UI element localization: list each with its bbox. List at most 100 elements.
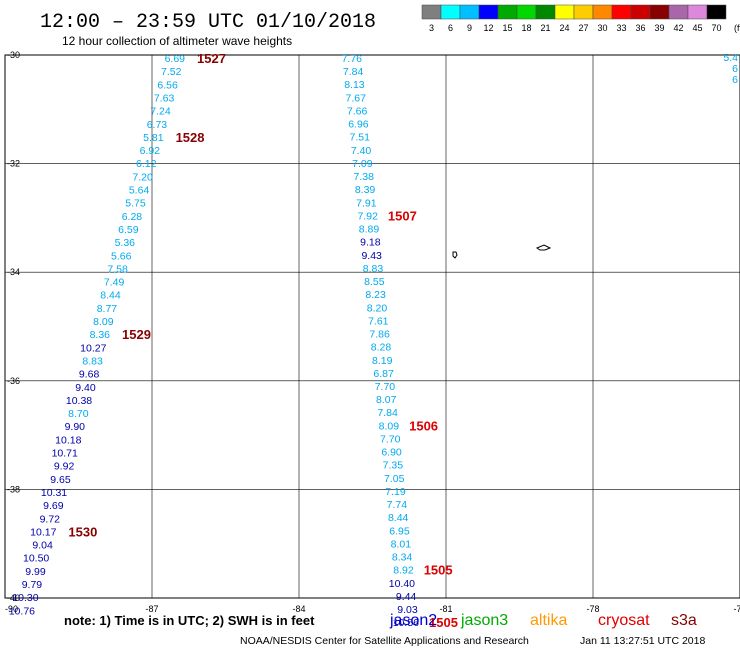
colorbar-label: 12: [483, 23, 493, 33]
pass-number-label: 1528: [176, 130, 205, 145]
wave-height-value: 10.50: [23, 553, 49, 565]
wave-height-value: 6.12: [136, 158, 157, 170]
colorbar-label: 70: [711, 23, 721, 33]
wave-height-value: 5.66: [111, 250, 132, 262]
latitude-label: -40: [7, 593, 20, 603]
colorbar-swatch: [706, 4, 727, 20]
island-shape: [452, 251, 458, 259]
wave-height-value: 10.27: [80, 342, 106, 354]
wave-height-value: 8.89: [359, 224, 380, 236]
wave-height-value: 7.76: [342, 53, 363, 65]
colorbar-swatch: [440, 4, 461, 20]
wave-height-value: 8.28: [371, 342, 392, 354]
wave-height-value: 7.20: [132, 171, 153, 183]
colorbar-swatch: [649, 4, 670, 20]
wave-height-value: 9.90: [65, 421, 86, 433]
wave-height-value: 7.61: [368, 315, 389, 327]
wave-height-value: 8.09: [93, 316, 114, 328]
wave-height-value: 7.24: [150, 106, 171, 118]
wave-height-value: 7.92: [357, 210, 378, 222]
wave-height-value: 7.91: [356, 197, 377, 209]
wave-height-value: 7.84: [377, 407, 398, 419]
colorbar-swatch: [592, 4, 613, 20]
wave-height-value: 8.23: [365, 289, 386, 301]
wave-height-value: 10.31: [41, 487, 67, 499]
wave-height-value: 10.18: [55, 434, 81, 446]
wave-height-value: 5.64: [129, 185, 150, 197]
longitude-label: -75: [733, 604, 740, 614]
colorbar-swatch: [611, 4, 632, 20]
altimeter-tracks: 6.697.526.567.63 7.246.735.816.926.127.20…: [9, 51, 738, 630]
wave-height-value: 8.07: [376, 394, 397, 406]
wave-height-value: 9.72: [40, 513, 61, 525]
legend-cryosat: cryosat: [598, 612, 650, 629]
wave-height-value: 9.79: [22, 579, 43, 591]
wave-height-value: 8.09: [379, 420, 400, 432]
altimeter-track: 5.466: [723, 52, 738, 86]
wave-height-value: 7.05: [384, 473, 405, 485]
wave-height-value: 5.36: [115, 237, 136, 249]
map-subtitle: 12 hour collection of altimeter wave hei…: [62, 34, 292, 48]
altimeter-track: 7.767.848.137.677.666.967.517.407.097.38…: [342, 53, 458, 630]
legend-jason2: jason2: [389, 612, 437, 629]
longitude-label: -81: [439, 604, 452, 614]
map-title: 12:00 – 23:59 UTC 01/10/2018: [40, 11, 376, 34]
colorbar-label: (ft): [734, 23, 740, 33]
pass-number-label: 1507: [388, 208, 417, 223]
wave-height-value: 8.20: [367, 302, 388, 314]
colorbar-label: 3: [429, 23, 434, 33]
wave-height-value: 10.71: [52, 448, 78, 460]
wave-height-value: 8.19: [372, 355, 393, 367]
wave-height-value: 7.52: [161, 66, 182, 78]
legend-altika: altika: [530, 612, 567, 629]
wave-height-value: 8.55: [364, 276, 385, 288]
pass-number-label: 1530: [68, 524, 97, 539]
wave-height-value: 7.70: [375, 381, 396, 393]
latitude-label: -30: [7, 50, 20, 60]
colorbar-label: 30: [597, 23, 607, 33]
legend-jason3: jason3: [460, 612, 508, 629]
colorbar-label: 15: [502, 23, 512, 33]
colorbar-swatch: [668, 4, 689, 20]
pass-number-label: 1527: [197, 51, 226, 66]
wave-height-value: 7.63: [154, 92, 175, 104]
wave-height-value: 10.40: [389, 578, 415, 590]
wave-height-value: 9.43: [361, 250, 382, 262]
pass-number-label: 1505: [429, 615, 458, 630]
pass-number-label: 1529: [122, 327, 151, 342]
wave-height-value: 10.56: [393, 617, 419, 629]
latitude-label: -32: [7, 159, 20, 169]
wave-height-value: 9.44: [396, 591, 417, 603]
wave-height-value: 8.13: [344, 79, 365, 91]
wave-height-value: 6.69: [165, 53, 186, 65]
wave-height-value: 8.92: [393, 565, 414, 577]
wave-height-value: 10.38: [66, 395, 92, 407]
wave-height-value: 7.51: [350, 132, 371, 144]
colorbar-swatch: [497, 4, 518, 20]
wave-height-value: 8.44: [388, 512, 409, 524]
wave-height-value: 6.59: [118, 224, 139, 236]
colorbar-label: 21: [540, 23, 550, 33]
wave-height-value: 7.40: [351, 145, 372, 157]
wave-height-value: 5.4: [723, 52, 738, 64]
pass-number-label: 1506: [409, 418, 438, 433]
wave-height-value: 10.17: [30, 526, 56, 538]
colorbar-label: 33: [616, 23, 626, 33]
colorbar-label: 39: [654, 23, 664, 33]
credit-source: NOAA/NESDIS Center for Satellite Applica…: [240, 635, 529, 647]
colorbar-swatch: [516, 4, 537, 20]
longitude-label: -84: [292, 604, 305, 614]
wave-height-value: 7.70: [380, 433, 401, 445]
wave-height-value: 6.92: [140, 145, 161, 157]
colorbar-swatch: [630, 4, 651, 20]
wave-height-value: 10.30: [12, 592, 38, 604]
longitude-label: -78: [586, 604, 599, 614]
colorbar-label: 9: [467, 23, 472, 33]
wave-height-value: 8.44: [100, 290, 121, 302]
wave-height-value: 6: [732, 74, 738, 86]
pass-number-label: 1505: [424, 563, 453, 578]
colorbar-swatch: [687, 4, 708, 20]
